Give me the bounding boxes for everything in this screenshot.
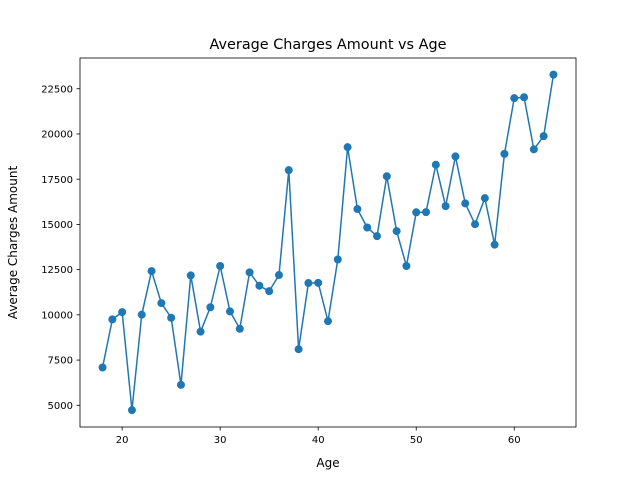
data-point [127, 406, 136, 415]
data-point [196, 327, 205, 336]
data-point [402, 262, 411, 271]
y-tick-label: 22500 [41, 84, 73, 95]
data-point [382, 172, 391, 181]
chart-title: Average Charges Amount vs Age [210, 37, 447, 53]
data-point [245, 268, 254, 277]
data-point [510, 94, 519, 103]
y-tick-label: 17500 [41, 175, 73, 186]
data-point [186, 271, 195, 280]
x-axis-label: Age [316, 456, 339, 470]
data-point [216, 262, 225, 271]
y-axis: 5000 7500 10000 12500 15000 17500 20000 22500 [41, 84, 80, 412]
y-tick-label: 20000 [41, 130, 73, 141]
data-point [98, 363, 107, 372]
data-point [225, 307, 234, 316]
data-point [373, 232, 382, 241]
data-point [255, 281, 264, 290]
y-tick-label: 12500 [41, 265, 73, 276]
data-point [206, 303, 215, 312]
data-point [363, 223, 372, 232]
data-point [490, 240, 499, 249]
x-tick-label: 30 [214, 435, 227, 446]
data-point [549, 70, 558, 79]
data-point [294, 345, 303, 354]
data-point [412, 208, 421, 217]
data-point [461, 199, 470, 208]
y-tick-label: 15000 [41, 220, 73, 231]
data-point [274, 271, 283, 280]
x-axis: 20 30 40 50 60 [116, 427, 521, 446]
data-point [118, 308, 127, 317]
data-point [353, 205, 362, 214]
data-point [157, 299, 166, 308]
data-point [471, 220, 480, 229]
data-point [333, 255, 342, 264]
data-point [500, 149, 509, 158]
x-tick-label: 40 [312, 435, 325, 446]
x-tick-label: 50 [410, 435, 423, 446]
data-point [284, 166, 293, 175]
data-point [235, 324, 244, 333]
data-point [167, 313, 176, 322]
data-point [431, 160, 440, 169]
x-tick-label: 60 [508, 435, 521, 446]
data-point [480, 194, 489, 203]
data-point [147, 267, 156, 276]
x-tick-label: 20 [116, 435, 129, 446]
plot-area [98, 70, 558, 415]
data-point [451, 152, 460, 161]
y-tick-label: 5000 [48, 401, 73, 412]
y-axis-label: Average Charges Amount [6, 166, 20, 320]
data-point [441, 202, 450, 211]
data-point [324, 317, 332, 326]
data-point [108, 315, 117, 324]
data-point [422, 208, 431, 217]
data-point [520, 93, 529, 102]
data-point [539, 132, 548, 141]
data-point [176, 380, 185, 389]
data-point [314, 278, 323, 287]
data-point [137, 310, 146, 319]
data-point [304, 279, 313, 288]
axes-frame [79, 57, 577, 428]
y-tick-label: 10000 [41, 310, 73, 321]
data-point [265, 287, 274, 296]
data-point [392, 227, 401, 236]
y-tick-label: 7500 [48, 356, 73, 367]
data-point [529, 145, 538, 154]
data-point [343, 143, 352, 152]
